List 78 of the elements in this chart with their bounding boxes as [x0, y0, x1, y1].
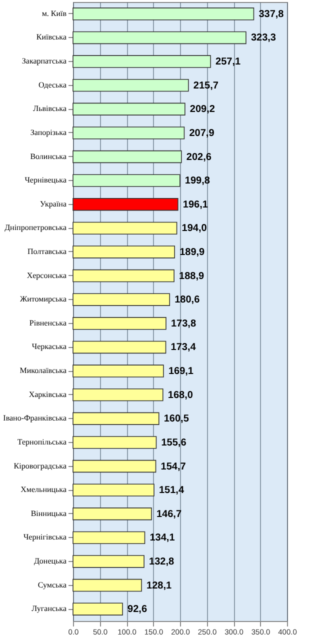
y-tick-label: Донецька [34, 556, 67, 566]
data-label: 323,3 [250, 32, 276, 44]
data-label: 173,4 [170, 342, 196, 354]
bar [72, 8, 254, 20]
y-tick-label: Одеська [38, 80, 67, 90]
data-label: 154,7 [160, 461, 186, 472]
data-label: 132,8 [149, 556, 175, 568]
bar [72, 364, 164, 378]
y-tick-label: Чернівецька [24, 176, 67, 185]
y-tick-label: Луганська [32, 604, 67, 614]
y-tick-label: Запорізька [30, 128, 67, 137]
bar [72, 174, 180, 187]
bar [72, 340, 166, 354]
data-label: 199,8 [184, 176, 210, 187]
data-label: 189,9 [180, 246, 206, 258]
bar [72, 508, 152, 520]
data-label: 168,0 [168, 390, 194, 401]
data-label: 151,4 [159, 485, 184, 496]
y-tick-label: Тернопільська [17, 437, 67, 446]
bar [72, 126, 185, 140]
bar [72, 578, 142, 592]
data-label: 146,7 [156, 508, 182, 520]
bar [72, 412, 160, 425]
data-label: 134,1 [150, 532, 176, 544]
bar [72, 102, 186, 116]
bar [72, 78, 189, 92]
bar [72, 31, 246, 44]
bar [72, 436, 157, 449]
data-label: 188,9 [179, 270, 205, 282]
y-tick-label: Волинська [30, 152, 67, 161]
y-tick-label: Кіровоградська [14, 461, 67, 470]
y-tick-label: Дніпропетровська [4, 223, 67, 232]
y-tick-label: Чернігівська [23, 532, 67, 542]
y-tick-label: Закарпатська [22, 56, 67, 66]
bar [72, 246, 175, 258]
bar [72, 484, 154, 496]
y-tick-label: Житомирська [20, 294, 67, 304]
y-tick-label: Харківська [28, 390, 67, 399]
y-tick-label: Хмельницька [20, 485, 67, 494]
bar [72, 198, 178, 211]
data-label: 169,1 [168, 366, 194, 378]
bar [72, 293, 170, 306]
data-label: 196,1 [182, 199, 208, 210]
y-tick-label: Полтавська [27, 246, 67, 256]
y-tick-label: Миколаївська [20, 366, 67, 376]
bar [72, 222, 178, 235]
data-label: 209,2 [190, 104, 216, 116]
bar [72, 555, 144, 568]
bar [72, 317, 166, 330]
data-label: 180,6 [174, 294, 200, 306]
bar [72, 602, 123, 616]
y-tick-label: Рівненська [29, 318, 67, 328]
bar [72, 460, 156, 473]
y-tick-label: Черкаська [32, 342, 67, 352]
data-label: 257,1 [216, 56, 242, 68]
y-tick-label: Україна [40, 199, 67, 208]
y-tick-label: Херсонська [26, 270, 67, 280]
data-label: 128,1 [146, 580, 172, 592]
y-tick-label: Вінницька [30, 508, 67, 518]
data-label: 173,8 [170, 318, 196, 330]
data-label: 155,6 [161, 437, 187, 448]
bar [72, 150, 182, 164]
bar [72, 55, 211, 68]
y-tick-label: Київська [36, 32, 67, 42]
data-label: 160,5 [164, 414, 190, 425]
data-label: 194,0 [182, 223, 208, 234]
bar [72, 531, 146, 544]
bar [72, 269, 174, 282]
data-label: 202,6 [186, 152, 212, 163]
data-label: 207,9 [189, 128, 215, 139]
y-tick-label: Івано-Франківська [3, 414, 67, 423]
y-tick-label: Львівська [33, 104, 67, 114]
data-label: 337,8 [258, 8, 284, 20]
data-label: 92,6 [128, 604, 148, 616]
bar [72, 388, 164, 402]
y-tick-label: Сумська [38, 580, 67, 590]
y-tick-label: м. Київ [42, 8, 67, 18]
data-label: 215,7 [193, 80, 219, 92]
